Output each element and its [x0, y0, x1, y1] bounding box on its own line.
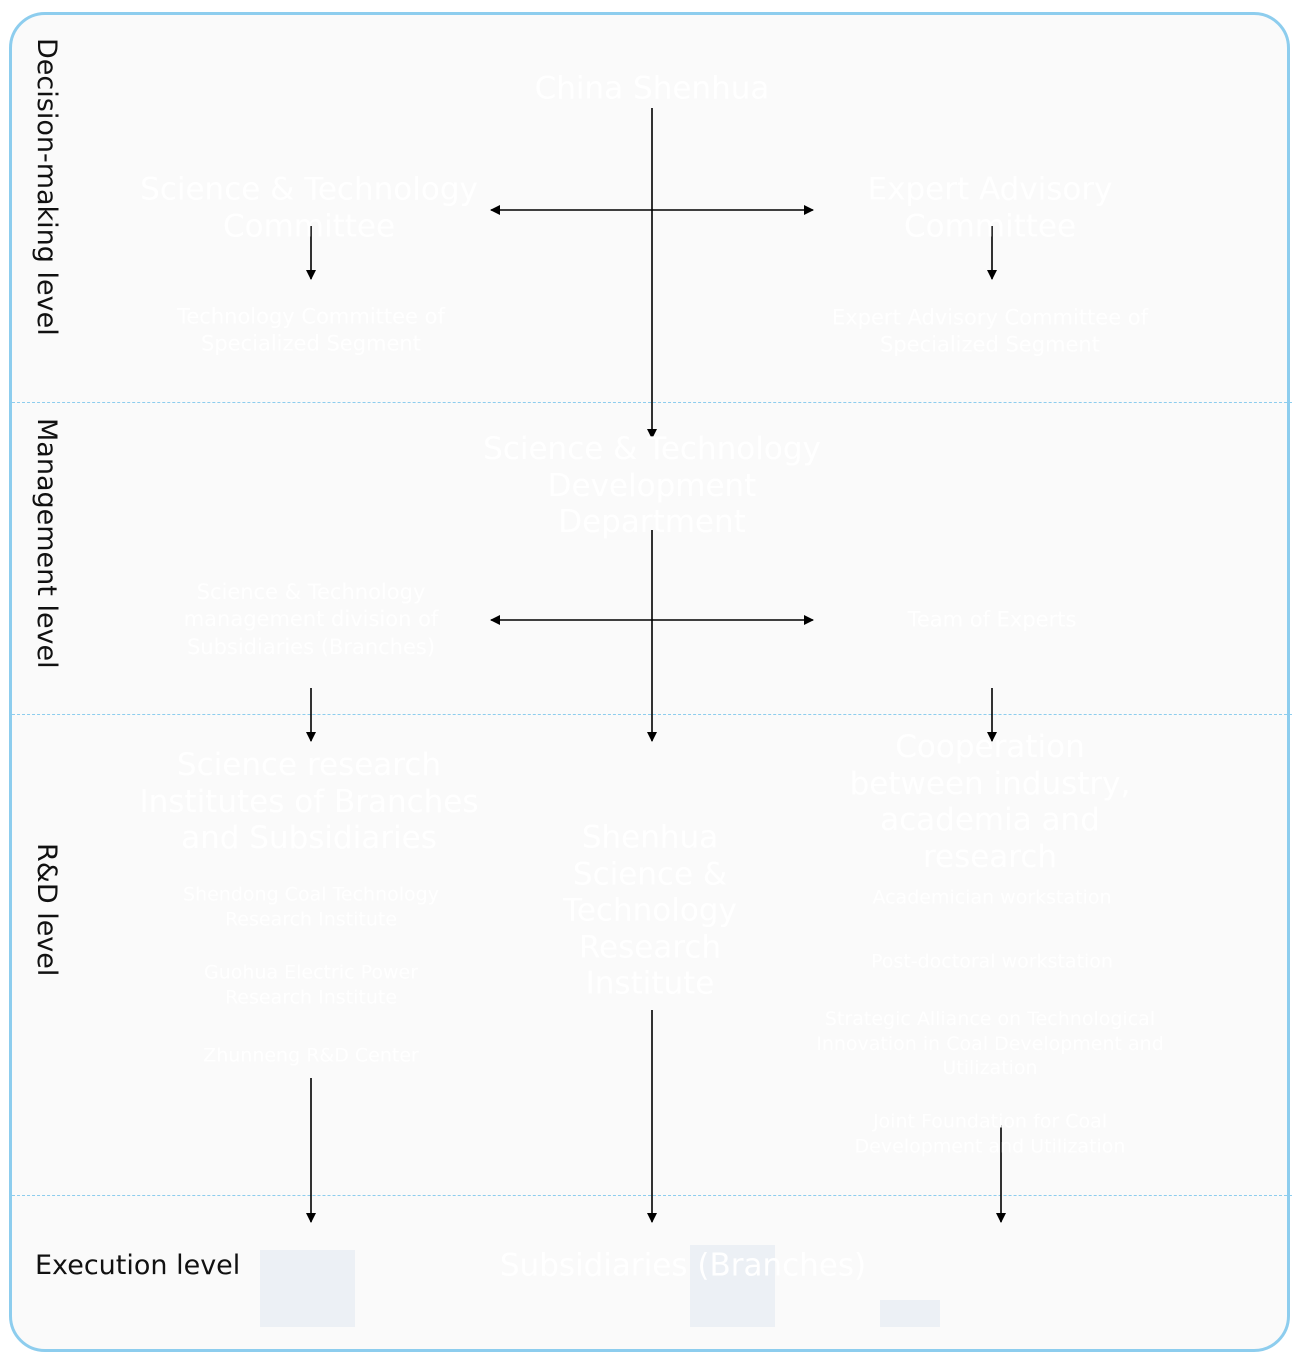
node-postdoctoral-workstation: Post-doctoral workstation — [871, 950, 1113, 973]
node-research-institutes: Science research Institutes of Branches … — [139, 747, 479, 857]
node-cooperation: Cooperation between industry, academia a… — [849, 728, 1131, 875]
node-academician-workstation: Academician workstation — [872, 886, 1112, 909]
node-strategic-alliance: Strategic Alliance on Technological Inno… — [816, 1007, 1164, 1080]
level-label-execution: Execution level — [35, 1250, 241, 1281]
node-zhunneng-center: Zhunneng R&D Center — [203, 1044, 419, 1067]
diagram-frame — [9, 12, 1290, 1352]
background-illustration — [260, 1250, 355, 1327]
node-st-committee: Science & Technology Committee — [140, 171, 478, 244]
node-expert-committee-segment: Expert Advisory Committee of Specialized… — [831, 305, 1149, 357]
node-shendong-institute: Shendong Coal Technology Research Instit… — [183, 883, 439, 930]
node-guohua-institute: Guohua Electric Power Research Institute — [203, 961, 419, 1008]
node-tech-committee-segment: Technology Committee of Specialized Segm… — [177, 304, 445, 356]
node-subsidiaries: Subsidiaries (Branches) — [499, 1247, 867, 1284]
node-st-mgmt-division: Science & Technology management division… — [183, 580, 439, 659]
node-shenhua-st-institute: Shenhua Science & Technology Research In… — [563, 819, 737, 1002]
node-china-shenhua: China Shenhua — [534, 70, 770, 107]
background-illustration — [880, 1300, 940, 1327]
node-st-dev-department: Science & Technology Development Departm… — [483, 431, 821, 541]
level-label-management: Management level — [31, 418, 62, 669]
level-label-rnd: R&D level — [31, 843, 62, 977]
node-expert-committee: Expert Advisory Committee — [867, 171, 1113, 244]
background-illustration — [690, 1245, 775, 1327]
level-label-decision: Decision-making level — [31, 38, 62, 336]
node-team-experts: Team of Experts — [907, 607, 1077, 632]
node-joint-foundation: Joint Foundation for Coal Development an… — [854, 1110, 1126, 1157]
